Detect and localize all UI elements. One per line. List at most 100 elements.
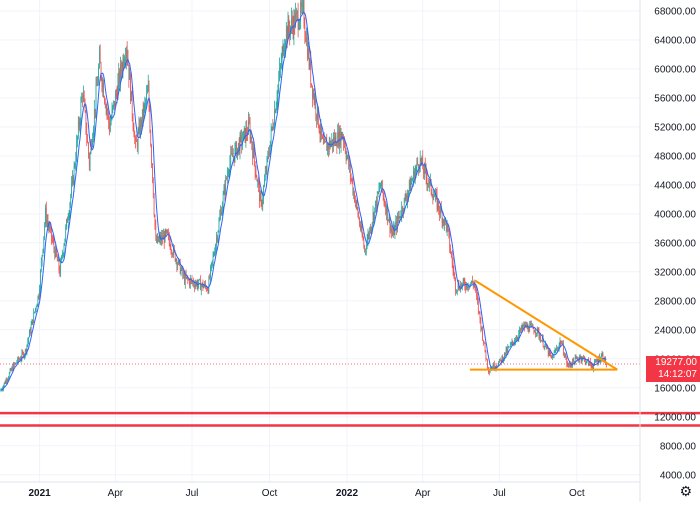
candle-body — [437, 201, 439, 209]
candle-body — [280, 63, 282, 66]
candle-body — [189, 279, 190, 285]
y-tick-label: 24000.00 — [654, 325, 696, 336]
candle-body — [456, 291, 457, 292]
triangle-trendline[interactable] — [474, 279, 618, 371]
candle-body — [187, 277, 189, 280]
candle-body — [488, 372, 490, 373]
candle-body — [169, 242, 171, 250]
candle-body — [232, 156, 234, 157]
candle-body — [255, 173, 257, 177]
candle-body — [252, 146, 253, 159]
candle-body — [338, 131, 339, 146]
candle-body — [263, 186, 264, 199]
candle-body — [74, 165, 76, 167]
candle-body — [483, 342, 485, 344]
candle-body — [184, 274, 186, 284]
candle-body — [14, 362, 16, 365]
candle-body — [46, 220, 48, 223]
candle-body — [366, 248, 367, 250]
candle-body — [31, 319, 33, 325]
candle-body — [414, 170, 415, 182]
candle-body — [261, 201, 263, 206]
candle-body — [544, 344, 546, 348]
candle-body — [115, 93, 116, 107]
y-tick-label: 44000.00 — [654, 180, 696, 191]
candle-body — [79, 121, 81, 126]
horizontal-levels — [0, 411, 700, 427]
candle-body — [574, 357, 576, 365]
candle-body — [190, 278, 191, 285]
candle-body — [11, 367, 13, 371]
candle-body — [276, 98, 278, 105]
candle-body — [315, 99, 317, 115]
candle-body — [94, 109, 95, 129]
y-tick-label: 4000.00 — [660, 470, 697, 481]
candle-body — [576, 357, 578, 359]
candle-body — [562, 343, 563, 344]
x-tick-label: 2021 — [28, 488, 51, 499]
candle-body — [325, 141, 327, 143]
candle-body — [271, 126, 273, 129]
candle-body — [575, 357, 577, 359]
candle-body — [527, 325, 529, 331]
candle-body — [414, 171, 416, 182]
candle-body — [158, 238, 160, 242]
candle-body — [199, 279, 200, 281]
candle-body — [318, 126, 320, 132]
candle-body — [436, 194, 438, 209]
candle-body — [130, 74, 131, 101]
candle-body — [588, 359, 589, 366]
candle-body — [509, 346, 510, 348]
candle-body — [292, 24, 294, 35]
candle-body — [415, 167, 417, 172]
candle-body — [270, 140, 271, 153]
candle-body — [60, 261, 61, 275]
candle-body — [227, 174, 228, 179]
x-tick-label: Jul — [493, 488, 506, 499]
candle-body — [382, 180, 383, 192]
candle-body — [421, 157, 423, 163]
candle-body — [200, 285, 202, 291]
candle-body — [314, 99, 316, 103]
candle-body — [382, 191, 384, 196]
candle-body — [211, 262, 212, 268]
candle-body — [193, 281, 194, 285]
candle-body — [329, 140, 331, 147]
candle-body — [467, 287, 469, 288]
candle-body — [223, 187, 225, 195]
candle-body — [324, 139, 326, 142]
candle-body — [25, 349, 27, 352]
candle-body — [317, 107, 318, 120]
candle-body — [384, 202, 386, 206]
candle-body — [67, 218, 69, 223]
candle-body — [214, 252, 216, 255]
candle-body — [392, 232, 393, 236]
candle-body — [334, 137, 335, 143]
candle-body — [132, 115, 134, 128]
candle-body — [507, 347, 509, 353]
candle-body — [196, 282, 198, 288]
candle-body — [550, 353, 552, 356]
candle-body — [136, 141, 138, 148]
candle-body — [388, 217, 390, 221]
candle-body — [555, 350, 557, 351]
candle-body — [446, 222, 447, 231]
candle-body — [440, 206, 442, 212]
candle-body — [417, 161, 418, 165]
candle-body — [347, 155, 349, 157]
candle-body — [536, 332, 537, 334]
candle-body — [557, 348, 558, 349]
y-tick-label: 52000.00 — [654, 122, 696, 133]
candle-body — [83, 94, 85, 102]
candle-body — [321, 125, 322, 136]
candle-body — [331, 139, 333, 144]
candle-body — [531, 325, 533, 326]
candle-body — [104, 101, 106, 108]
candle-body — [510, 343, 511, 347]
candle-body — [99, 51, 101, 64]
gear-icon[interactable]: ⚙ — [679, 484, 692, 500]
candle-body — [78, 121, 80, 126]
candle-body — [211, 260, 213, 263]
